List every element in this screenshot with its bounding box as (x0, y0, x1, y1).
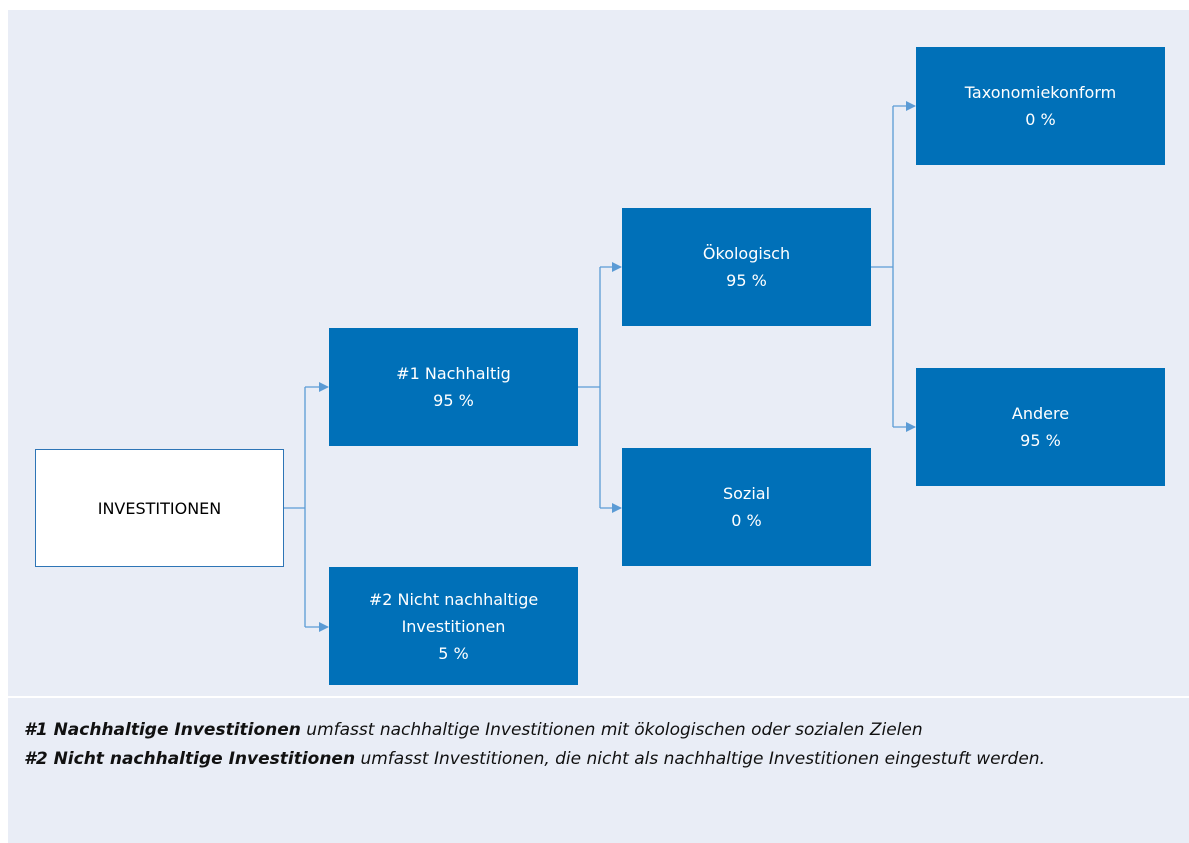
node-share: 95 % (1020, 431, 1061, 450)
node-label: #1 Nachhaltig (396, 364, 511, 383)
node-label: INVESTITIONEN (97, 498, 222, 518)
node: #2 Nicht nachhaltige Investitionen 5 % (329, 567, 578, 685)
node-share: 5 % (438, 643, 469, 663)
node: Andere 95 % (916, 368, 1165, 486)
connector (283, 387, 306, 627)
node-label: Taxonomiekonform (964, 83, 1117, 102)
node: INVESTITIONEN (35, 449, 284, 567)
footnote-text: umfasst Investitionen, die nicht als nac… (355, 749, 1045, 769)
footnote: #2 Nicht nachhaltige Investitionen umfas… (24, 745, 1179, 774)
node: Taxonomiekonform 0 % (916, 47, 1165, 165)
node-label: Sozial (722, 484, 771, 503)
node-share: 95 % (726, 271, 767, 290)
footnote-term: #2 Nicht nachhaltige Investitionen (24, 749, 356, 769)
node: Ökologisch 95 % (622, 208, 871, 326)
footnote-text: umfasst nachhaltige Investitionen mit ök… (300, 720, 923, 740)
node-label: Ökologisch (702, 244, 791, 263)
connector (578, 267, 601, 508)
divider (8, 696, 1189, 698)
footnotes: #1 Nachhaltige Investitionen umfasst nac… (24, 716, 1179, 774)
node-label: Andere (1011, 404, 1070, 423)
node-label: #2 Nicht nachhaltige (368, 589, 539, 609)
footnote-term: #1 Nachhaltige Investitionen (24, 720, 301, 740)
node-share: 0 % (1025, 110, 1056, 129)
node-label: Investitionen (401, 616, 506, 636)
node: #1 Nachhaltig 95 % (329, 328, 578, 446)
node-share: 0 % (731, 511, 762, 530)
node: Sozial 0 % (622, 448, 871, 566)
node-share: 95 % (433, 391, 474, 410)
connector (871, 106, 894, 427)
footnote: #1 Nachhaltige Investitionen umfasst nac… (24, 716, 1179, 745)
